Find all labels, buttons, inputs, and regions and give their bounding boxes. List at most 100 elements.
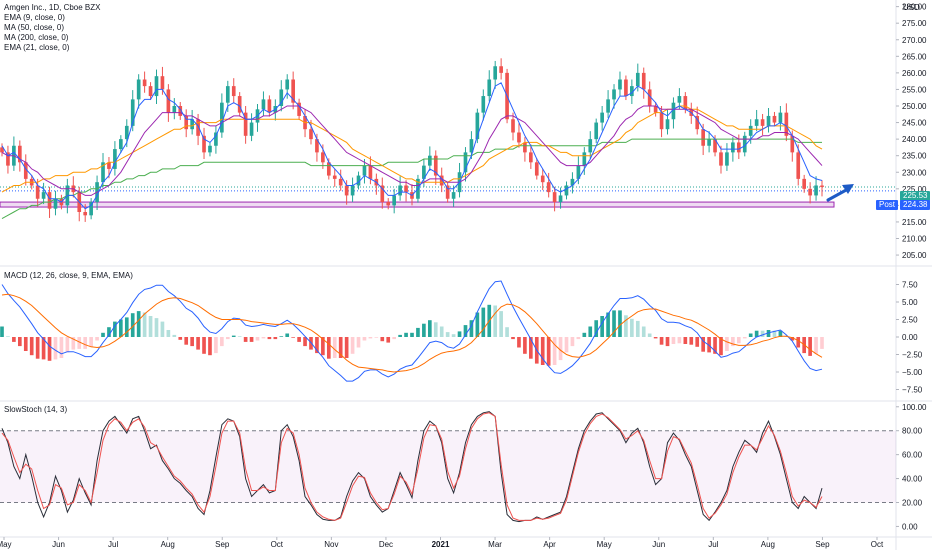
time-tick-label: Jul: [108, 540, 118, 549]
macd-histogram-bar: [481, 307, 486, 337]
macd-histogram-bar: [445, 332, 450, 337]
macd-histogram-bar: [386, 337, 391, 343]
macd-histogram-bar: [101, 332, 105, 337]
candle-body: [499, 66, 503, 73]
legend-ma200: MA (200, close, 0): [4, 33, 69, 42]
time-tick-label: May: [597, 540, 612, 549]
candle-body: [41, 192, 46, 199]
candle-body: [641, 72, 646, 90]
macd-histogram-bar: [416, 327, 420, 337]
time-tick-label: Jun: [52, 540, 65, 549]
macd-histogram-bar: [208, 337, 212, 356]
candle-body: [142, 79, 147, 87]
candle-body: [166, 89, 171, 113]
candle-body: [225, 86, 230, 103]
candle-body: [594, 122, 599, 140]
candle-body: [487, 79, 492, 97]
ma50-line: [1, 105, 823, 193]
candle-body: [624, 79, 628, 97]
candle-body: [713, 139, 717, 153]
symbol-title: Amgen Inc., 1D, Cboe BZX: [4, 3, 101, 12]
candle-body: [451, 192, 456, 199]
ma200-line: [1, 138, 822, 220]
macd-histogram-bar: [368, 337, 373, 339]
macd-histogram-bar: [71, 337, 76, 350]
macd-histogram-bar: [160, 321, 165, 337]
trend-arrow-head-icon: [842, 184, 854, 194]
macd-histogram-bar: [231, 335, 236, 337]
candle-body: [540, 175, 545, 183]
macd-histogram-bar: [766, 330, 771, 337]
macd-histogram-bar: [659, 337, 664, 345]
macd-histogram-bar: [89, 337, 93, 347]
macd-histogram-bar: [142, 312, 147, 337]
macd-histogram-bar: [184, 337, 189, 345]
candle-body: [148, 86, 153, 97]
candle-body: [659, 112, 664, 130]
legend-ema9: EMA (9, close, 0): [4, 13, 65, 22]
stoch-legend: SlowStoch (14, 3): [4, 405, 68, 414]
candle-body: [249, 122, 254, 136]
macd-histogram-bar: [647, 333, 652, 337]
candle-body: [160, 76, 165, 90]
candle-body: [261, 99, 266, 110]
macd-histogram-bar: [433, 322, 438, 337]
macd-histogram-bar: [540, 337, 545, 365]
macd-histogram-bar: [748, 333, 753, 337]
candle-body: [386, 202, 391, 206]
candle-body: [606, 99, 610, 113]
candle-body: [647, 89, 652, 106]
candle-body: [422, 165, 426, 179]
candle-body: [552, 192, 557, 203]
candle-body: [612, 89, 616, 100]
time-tick-label: Aug: [761, 540, 775, 549]
legend-ma50: MA (50, close, 0): [4, 23, 65, 32]
candle-body: [671, 102, 676, 120]
price-axis-tick-label: 270.00: [902, 36, 927, 45]
macd-histogram-bar: [564, 337, 569, 353]
candle-body: [398, 185, 402, 196]
candle-body: [350, 185, 355, 196]
macd-histogram-bar: [505, 327, 509, 337]
macd-histogram-bar: [237, 336, 242, 337]
macd-histogram-bar: [362, 337, 367, 341]
macd-histogram-bar: [338, 337, 343, 358]
candle-body: [297, 102, 301, 116]
macd-histogram-bar: [154, 318, 159, 337]
candle-body: [529, 152, 533, 163]
candle-body: [427, 155, 432, 166]
macd-histogram-bar: [321, 337, 325, 356]
candle-body: [47, 192, 52, 209]
candle-body: [558, 195, 563, 203]
macd-histogram-bar: [136, 311, 141, 337]
candle-body: [576, 165, 581, 179]
candle-body: [237, 96, 242, 113]
candle-body: [445, 185, 450, 199]
candle-body: [463, 152, 468, 173]
macd-histogram-bar: [499, 311, 503, 337]
candle-body: [653, 106, 658, 113]
candle-body: [214, 132, 218, 146]
macd-axis-tick-label: −7.50: [902, 386, 923, 395]
candle-body: [326, 162, 331, 176]
candle-body: [736, 142, 741, 153]
macd-histogram-bar: [65, 337, 70, 353]
macd-line: [1, 280, 823, 382]
candle-body: [790, 135, 795, 153]
macd-histogram-bar: [576, 337, 581, 340]
macd-axis-tick-label: −2.50: [902, 351, 923, 360]
price-axis-tick-label: 250.00: [902, 102, 927, 111]
candle-body: [344, 185, 349, 196]
candle-body: [178, 106, 183, 116]
candle-body: [630, 86, 634, 97]
macd-axis-tick-label: 5.00: [902, 298, 918, 307]
candle-body: [83, 212, 88, 216]
candle-body: [475, 112, 480, 140]
candle-body: [243, 112, 248, 136]
candle-body: [820, 185, 824, 188]
candle-body: [190, 119, 194, 130]
stoch-axis-tick-label: 80.00: [902, 427, 923, 436]
candle-body: [742, 135, 747, 153]
price-axis-tick-label: 215.00: [902, 218, 927, 227]
